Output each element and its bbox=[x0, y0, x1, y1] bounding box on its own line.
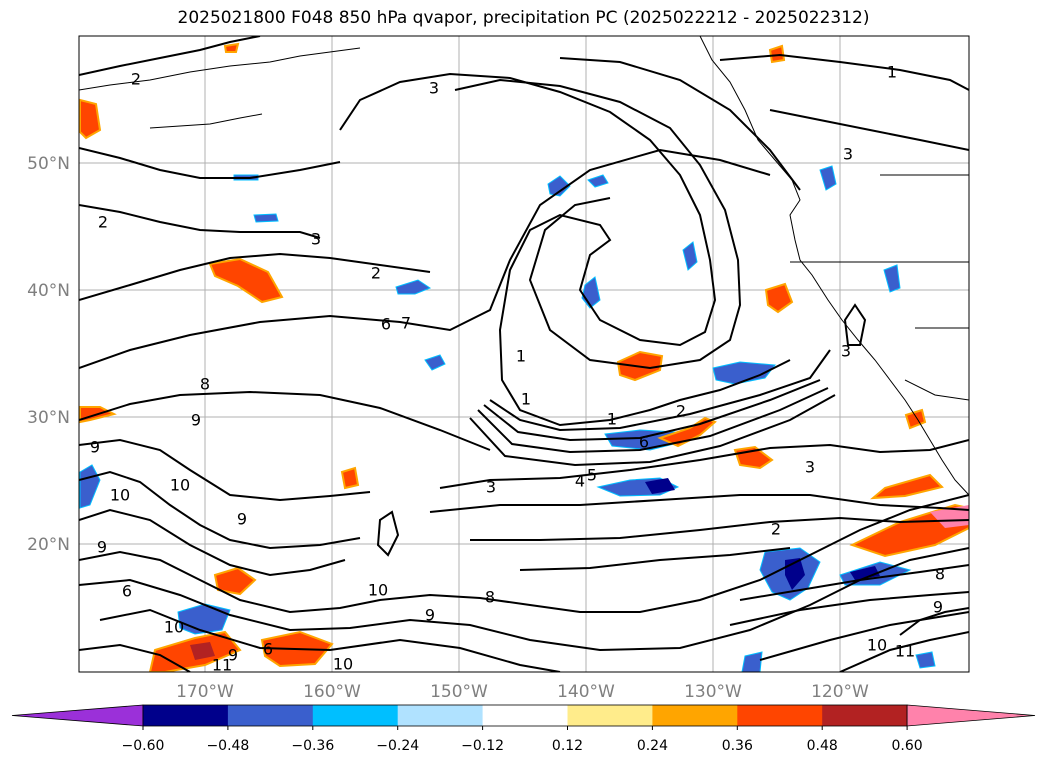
colorbar-swatch bbox=[567, 705, 653, 726]
colorbar-swatch bbox=[652, 705, 738, 726]
contour-label: 6 bbox=[122, 582, 132, 601]
colorbar-tick-label: −0.24 bbox=[376, 738, 419, 754]
colorbar-swatch bbox=[143, 705, 229, 726]
contour-label: 6 bbox=[263, 640, 273, 659]
lon-label: 130°W bbox=[684, 682, 742, 702]
contour-label: 10 bbox=[170, 476, 190, 495]
contour-label: 11 bbox=[895, 642, 915, 661]
lat-label: 30°N bbox=[27, 408, 70, 428]
colorbar-tick-label: 0.60 bbox=[892, 738, 923, 754]
colorbar-swatch bbox=[227, 705, 314, 726]
lat-label: 50°N bbox=[27, 154, 70, 174]
colorbar-tick-label: −0.48 bbox=[206, 738, 249, 754]
coastlines bbox=[79, 36, 969, 496]
colorbar-swatch bbox=[737, 705, 823, 726]
contour-label: 3 bbox=[311, 230, 321, 249]
contour-label: 10 bbox=[368, 581, 388, 600]
colorbar-swatch bbox=[822, 705, 908, 726]
colorbar-swatch bbox=[312, 705, 399, 726]
contour-label: 6 bbox=[381, 315, 391, 334]
lon-label: 140°W bbox=[557, 682, 615, 702]
contour-label: 9 bbox=[933, 598, 943, 617]
colorbar: −0.60 −0.48 −0.36 −0.24 −0.12 0.12 0.24 0.36 0.4… bbox=[11, 704, 1036, 754]
contour-label: 9 bbox=[90, 438, 100, 457]
lon-label: 120°W bbox=[811, 682, 869, 702]
contour-label: 3 bbox=[429, 79, 439, 98]
contour-label: 8 bbox=[200, 375, 210, 394]
contour-label: 2 bbox=[771, 520, 781, 539]
colorbar-tick-label: 0.12 bbox=[552, 738, 583, 754]
contour-label: 1 bbox=[521, 390, 531, 409]
contour-label: 4 bbox=[575, 472, 585, 491]
qvapor-contours bbox=[79, 36, 969, 672]
contour-label: 7 bbox=[401, 314, 411, 333]
colorbar-frame bbox=[142, 704, 908, 727]
colorbar-tick-label: 0.24 bbox=[637, 738, 668, 754]
contour-label: 1 bbox=[516, 347, 526, 366]
contour-label: 9 bbox=[228, 646, 238, 665]
contour-label: 2 bbox=[98, 213, 108, 232]
contour-label: 10 bbox=[867, 636, 887, 655]
colorbar-tick-label: −0.12 bbox=[461, 738, 504, 754]
colorbar-tick-label: −0.36 bbox=[291, 738, 334, 754]
contour-label: 2 bbox=[676, 402, 686, 421]
longitude-labels: 170°W 160°W 150°W 140°W 130°W 120°W bbox=[176, 682, 869, 702]
colorbar-extend-low bbox=[11, 704, 144, 727]
contour-label: 2 bbox=[371, 264, 381, 283]
contour-label: 9 bbox=[191, 411, 201, 430]
contour-label: 9 bbox=[97, 538, 107, 557]
contour-label: 11 bbox=[212, 656, 232, 675]
lat-label: 40°N bbox=[27, 281, 70, 301]
contour-label: 3 bbox=[841, 342, 851, 361]
contour-label: 2 bbox=[131, 70, 141, 89]
colorbar-tick-label: 0.48 bbox=[807, 738, 838, 754]
colorbar-extend-high bbox=[906, 704, 1036, 727]
lon-label: 170°W bbox=[176, 682, 234, 702]
colorbar-tick-label: 0.36 bbox=[722, 738, 753, 754]
contour-label: 6 bbox=[639, 433, 649, 452]
contour-label: 3 bbox=[486, 478, 496, 497]
contour-label: 1 bbox=[887, 63, 897, 82]
contour-label: 3 bbox=[843, 145, 853, 164]
contour-label: 8 bbox=[485, 588, 495, 607]
lon-label: 160°W bbox=[303, 682, 361, 702]
lon-label: 150°W bbox=[430, 682, 488, 702]
contour-label: 9 bbox=[237, 510, 247, 529]
map-title: 2025021800 F048 850 hPa qvapor, precipit… bbox=[177, 8, 870, 28]
contour-label: 1 bbox=[607, 410, 617, 429]
colorbar-tick-label: −0.60 bbox=[122, 738, 165, 754]
gridlines bbox=[79, 36, 969, 672]
latitude-labels: 50°N 40°N 30°N 20°N bbox=[27, 154, 70, 555]
contour-label: 3 bbox=[805, 458, 815, 477]
contour-label: 10 bbox=[110, 486, 130, 505]
lat-label: 20°N bbox=[27, 535, 70, 555]
map-frame bbox=[78, 35, 970, 673]
colorbar-swatch bbox=[397, 705, 484, 726]
contour-label: 10 bbox=[333, 655, 353, 674]
contour-label: 8 bbox=[935, 565, 945, 584]
contour-label: 9 bbox=[425, 606, 435, 625]
colorbar-swatch bbox=[482, 705, 568, 726]
contour-label: 5 bbox=[587, 466, 597, 485]
contour-label: 10 bbox=[164, 618, 184, 637]
